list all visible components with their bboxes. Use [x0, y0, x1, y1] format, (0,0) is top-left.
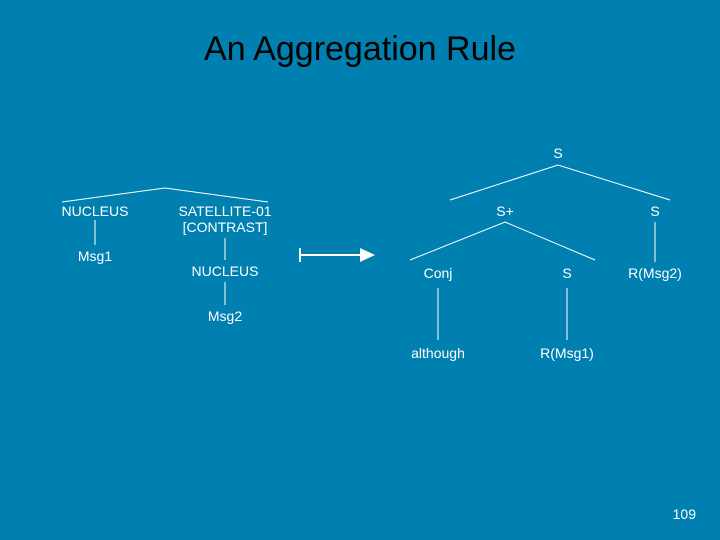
node-s-mid: S [557, 265, 577, 281]
node-s-plus: S+ [490, 203, 520, 219]
tree-lines [0, 0, 720, 540]
node-nucleus-mid: NUCLEUS [190, 263, 260, 279]
node-rmsg2: R(Msg2) [625, 265, 685, 281]
node-s-right: S [645, 203, 665, 219]
node-satellite: SATELLITE-01 [175, 203, 275, 219]
node-s-top: S [548, 145, 568, 161]
node-rmsg1: R(Msg1) [537, 345, 597, 361]
slide: An Aggregation Rule [0, 0, 720, 540]
node-contrast: [CONTRAST] [175, 219, 275, 235]
node-conj: Conj [418, 265, 458, 281]
node-msg1: Msg1 [75, 248, 115, 264]
node-although: although [410, 345, 466, 361]
page-number: 109 [673, 506, 696, 522]
node-msg2: Msg2 [205, 308, 245, 324]
node-nucleus-left: NUCLEUS [60, 203, 130, 219]
